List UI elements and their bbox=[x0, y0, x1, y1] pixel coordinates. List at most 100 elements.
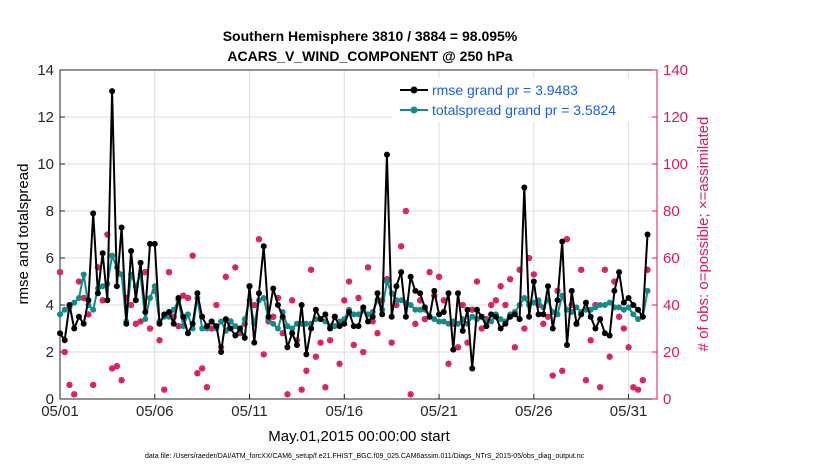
rmse-point bbox=[298, 302, 305, 308]
right-tick-label: 100 bbox=[663, 156, 688, 173]
x-tick-label: 05/01 bbox=[41, 403, 79, 420]
totalspread-point bbox=[597, 302, 604, 308]
obs-assimilated-point bbox=[156, 337, 163, 344]
totalspread-point bbox=[521, 294, 528, 301]
obs-assim-stroke bbox=[488, 302, 494, 308]
obs-assim-stroke bbox=[317, 339, 324, 346]
totalspread-point bbox=[80, 271, 87, 278]
obs-assim-stroke bbox=[422, 316, 428, 322]
obs-assimilated-point bbox=[308, 266, 315, 273]
rmse-point bbox=[436, 311, 443, 318]
obs-assimilated-point bbox=[545, 313, 552, 320]
obs-assim-stroke bbox=[540, 321, 546, 327]
series-layer bbox=[57, 88, 651, 372]
rmse-point bbox=[393, 283, 400, 290]
obs-assimilated-point bbox=[360, 349, 367, 355]
rmse-point bbox=[369, 313, 376, 320]
rmse-point bbox=[483, 323, 490, 330]
obs-assimilated-point bbox=[582, 377, 589, 384]
obs-assim-stroke bbox=[469, 307, 475, 313]
obs-assim-stroke bbox=[189, 252, 196, 259]
rmse-point bbox=[336, 323, 343, 330]
legend: rmse grand pr = 3.9483 totalspread grand… bbox=[392, 78, 648, 122]
rmse-point bbox=[478, 313, 485, 320]
rmse-point bbox=[592, 325, 599, 332]
rmse-point bbox=[511, 311, 518, 318]
obs-assimilated-point bbox=[421, 316, 428, 323]
y-axis-ticks: 0 2 4 6 8 10 12 14 bbox=[37, 62, 65, 408]
rmse-point bbox=[516, 316, 523, 323]
rmse-point bbox=[630, 302, 637, 308]
rmse-point bbox=[113, 283, 120, 290]
totalspread-point bbox=[147, 294, 154, 301]
obs-assimilated-point bbox=[563, 236, 570, 243]
rmse-point bbox=[374, 290, 381, 297]
obs-assimilated-point bbox=[232, 264, 239, 271]
obs-assim-stroke bbox=[81, 295, 87, 301]
rmse-point bbox=[492, 313, 499, 320]
obs-assim-stroke bbox=[474, 278, 480, 285]
obs-assim-stroke bbox=[464, 339, 471, 346]
obs-assim-stroke bbox=[370, 318, 376, 325]
totalspread-point bbox=[469, 313, 476, 320]
obs-assim-stroke bbox=[403, 208, 409, 214]
obs-assimilated-point bbox=[488, 302, 495, 308]
rmse-point bbox=[625, 294, 632, 301]
x-tick-label: 05/16 bbox=[326, 403, 364, 420]
totalspread-point bbox=[99, 283, 106, 290]
right-axis-ticks: 0 20 40 60 80 100 120 140 bbox=[652, 62, 688, 408]
rmse-point bbox=[218, 349, 225, 355]
obs-assim-stroke bbox=[284, 391, 291, 397]
obs-assim-stroke bbox=[336, 361, 343, 367]
right-tick-label: 60 bbox=[663, 250, 680, 267]
obs-assim-stroke bbox=[351, 342, 357, 348]
totalspread-point bbox=[606, 299, 613, 306]
obs-assimilated-point bbox=[341, 297, 348, 304]
rmse-point bbox=[175, 294, 182, 301]
totalspread-point bbox=[616, 304, 623, 311]
totalspread-point bbox=[431, 316, 438, 323]
rmse-point bbox=[260, 243, 267, 250]
obs-assim-stroke bbox=[455, 344, 461, 350]
obs-assimilated-point bbox=[521, 325, 528, 332]
rmse-point bbox=[85, 297, 92, 304]
x-axis-ticks: 05/01 05/06 05/11 05/16 05/21 05/26 05/31 bbox=[41, 394, 647, 420]
obs-assim-stroke bbox=[507, 276, 513, 282]
totalspread-point bbox=[184, 311, 191, 318]
obs-assim-stroke bbox=[99, 297, 106, 303]
obs-assim-stroke bbox=[497, 283, 504, 289]
obs-assim-stroke bbox=[180, 292, 186, 299]
rmse-point bbox=[606, 332, 613, 339]
rmse-point bbox=[293, 341, 300, 348]
rmse-point bbox=[161, 311, 168, 318]
totalspread-point bbox=[644, 287, 651, 294]
rmse-point bbox=[66, 302, 73, 308]
obs-assimilated-point bbox=[317, 339, 324, 346]
obs-assim-stroke bbox=[393, 302, 400, 308]
obs-assimilated-point bbox=[118, 377, 125, 384]
obs-assimilated-point bbox=[530, 271, 537, 278]
x-axis-label: May.01,2015 00:00:00 start bbox=[268, 428, 450, 445]
rmse-point bbox=[232, 332, 239, 339]
rmse-point bbox=[322, 311, 329, 318]
right-tick-label: 20 bbox=[663, 344, 680, 361]
y-tick-label: 2 bbox=[46, 344, 54, 361]
totalspread-point bbox=[355, 311, 362, 318]
obs-assimilated-point bbox=[189, 252, 196, 259]
obs-assimilated-point bbox=[587, 337, 594, 344]
obs-assimilated-point bbox=[507, 276, 514, 283]
obs-assimilated-point bbox=[455, 344, 461, 351]
rmse-point bbox=[644, 231, 651, 238]
obs-assim-stroke bbox=[270, 314, 276, 320]
rmse-point bbox=[203, 323, 210, 330]
obs-assimilated-point bbox=[578, 266, 585, 273]
obs-assim-stroke bbox=[388, 339, 395, 346]
totalspread-point bbox=[625, 304, 632, 311]
totalspread-point bbox=[412, 306, 419, 313]
rmse-point bbox=[180, 313, 187, 320]
obs-assim-stroke bbox=[512, 344, 518, 350]
legend-totalspread-label: totalspread grand pr = 3.5824 bbox=[432, 102, 616, 118]
obs-assim-stroke bbox=[640, 377, 646, 383]
obs-assimilated-point bbox=[199, 365, 206, 372]
obs-assimilated-point bbox=[473, 278, 480, 285]
